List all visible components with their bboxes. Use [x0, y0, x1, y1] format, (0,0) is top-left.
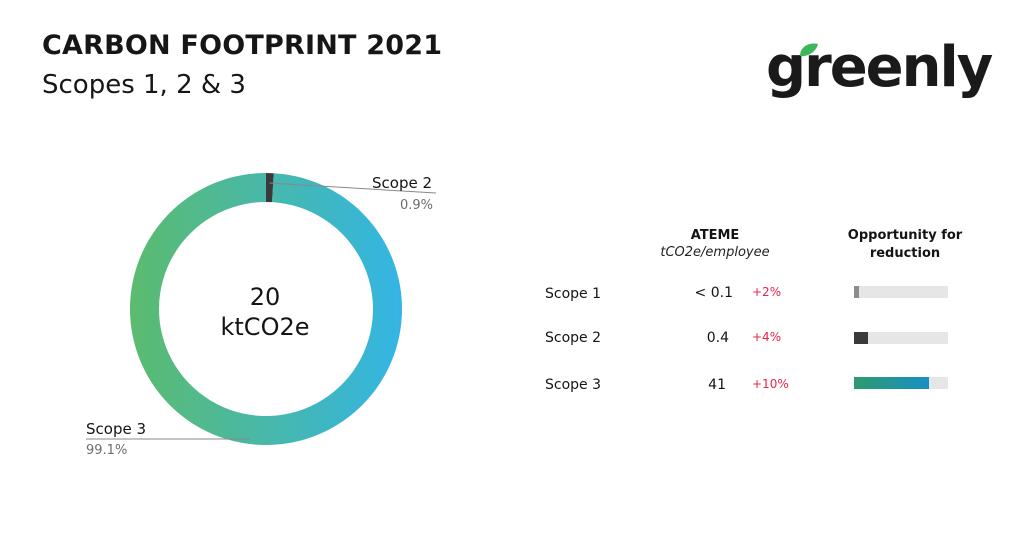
row-change: +10% — [752, 377, 789, 391]
opportunity-bar-fill — [854, 377, 930, 389]
slice-label-scope-3: Scope 3 — [86, 420, 147, 438]
row-value: < 0.1 — [694, 285, 733, 301]
greenly-logo: greenly — [766, 40, 993, 96]
opportunity-bar-track — [854, 332, 948, 344]
page-title: CARBON FOOTPRINT 2021 — [42, 30, 443, 61]
slice-pct-scope-2: 0.9% — [400, 198, 434, 213]
row-value: 0.4 — [706, 330, 729, 346]
total-unit: ktCO2e — [220, 313, 310, 341]
slice-pct-scope-3: 99.1% — [86, 443, 128, 458]
row-label: Scope 3 — [545, 377, 602, 393]
leaf-icon — [800, 43, 818, 57]
total-value: 20 — [249, 283, 281, 311]
donut-center-total: 20 ktCO2e — [200, 282, 330, 342]
leader-line-scope-2 — [269, 182, 437, 194]
opportunity-bar-track — [854, 377, 948, 389]
opportunity-bar-fill — [854, 286, 859, 298]
row-value: 41 — [708, 377, 726, 393]
opportunity-bar-track — [854, 286, 948, 298]
slice-label-scope-2: Scope 2 — [372, 174, 433, 192]
row-label: Scope 1 — [545, 286, 602, 302]
row-change: +4% — [752, 330, 782, 344]
row-label: Scope 2 — [545, 330, 602, 346]
column-subheader-unit: tCO2e/employee — [660, 245, 770, 260]
opportunity-bar-fill — [854, 332, 869, 344]
column-header-opportunity: Opportunity for reduction — [847, 228, 963, 261]
donut-slice-scope-2 — [266, 173, 274, 203]
row-change: +2% — [752, 285, 782, 299]
page-subtitle: Scopes 1, 2 & 3 — [42, 70, 246, 100]
column-header-ateme: ATEME — [690, 228, 740, 243]
